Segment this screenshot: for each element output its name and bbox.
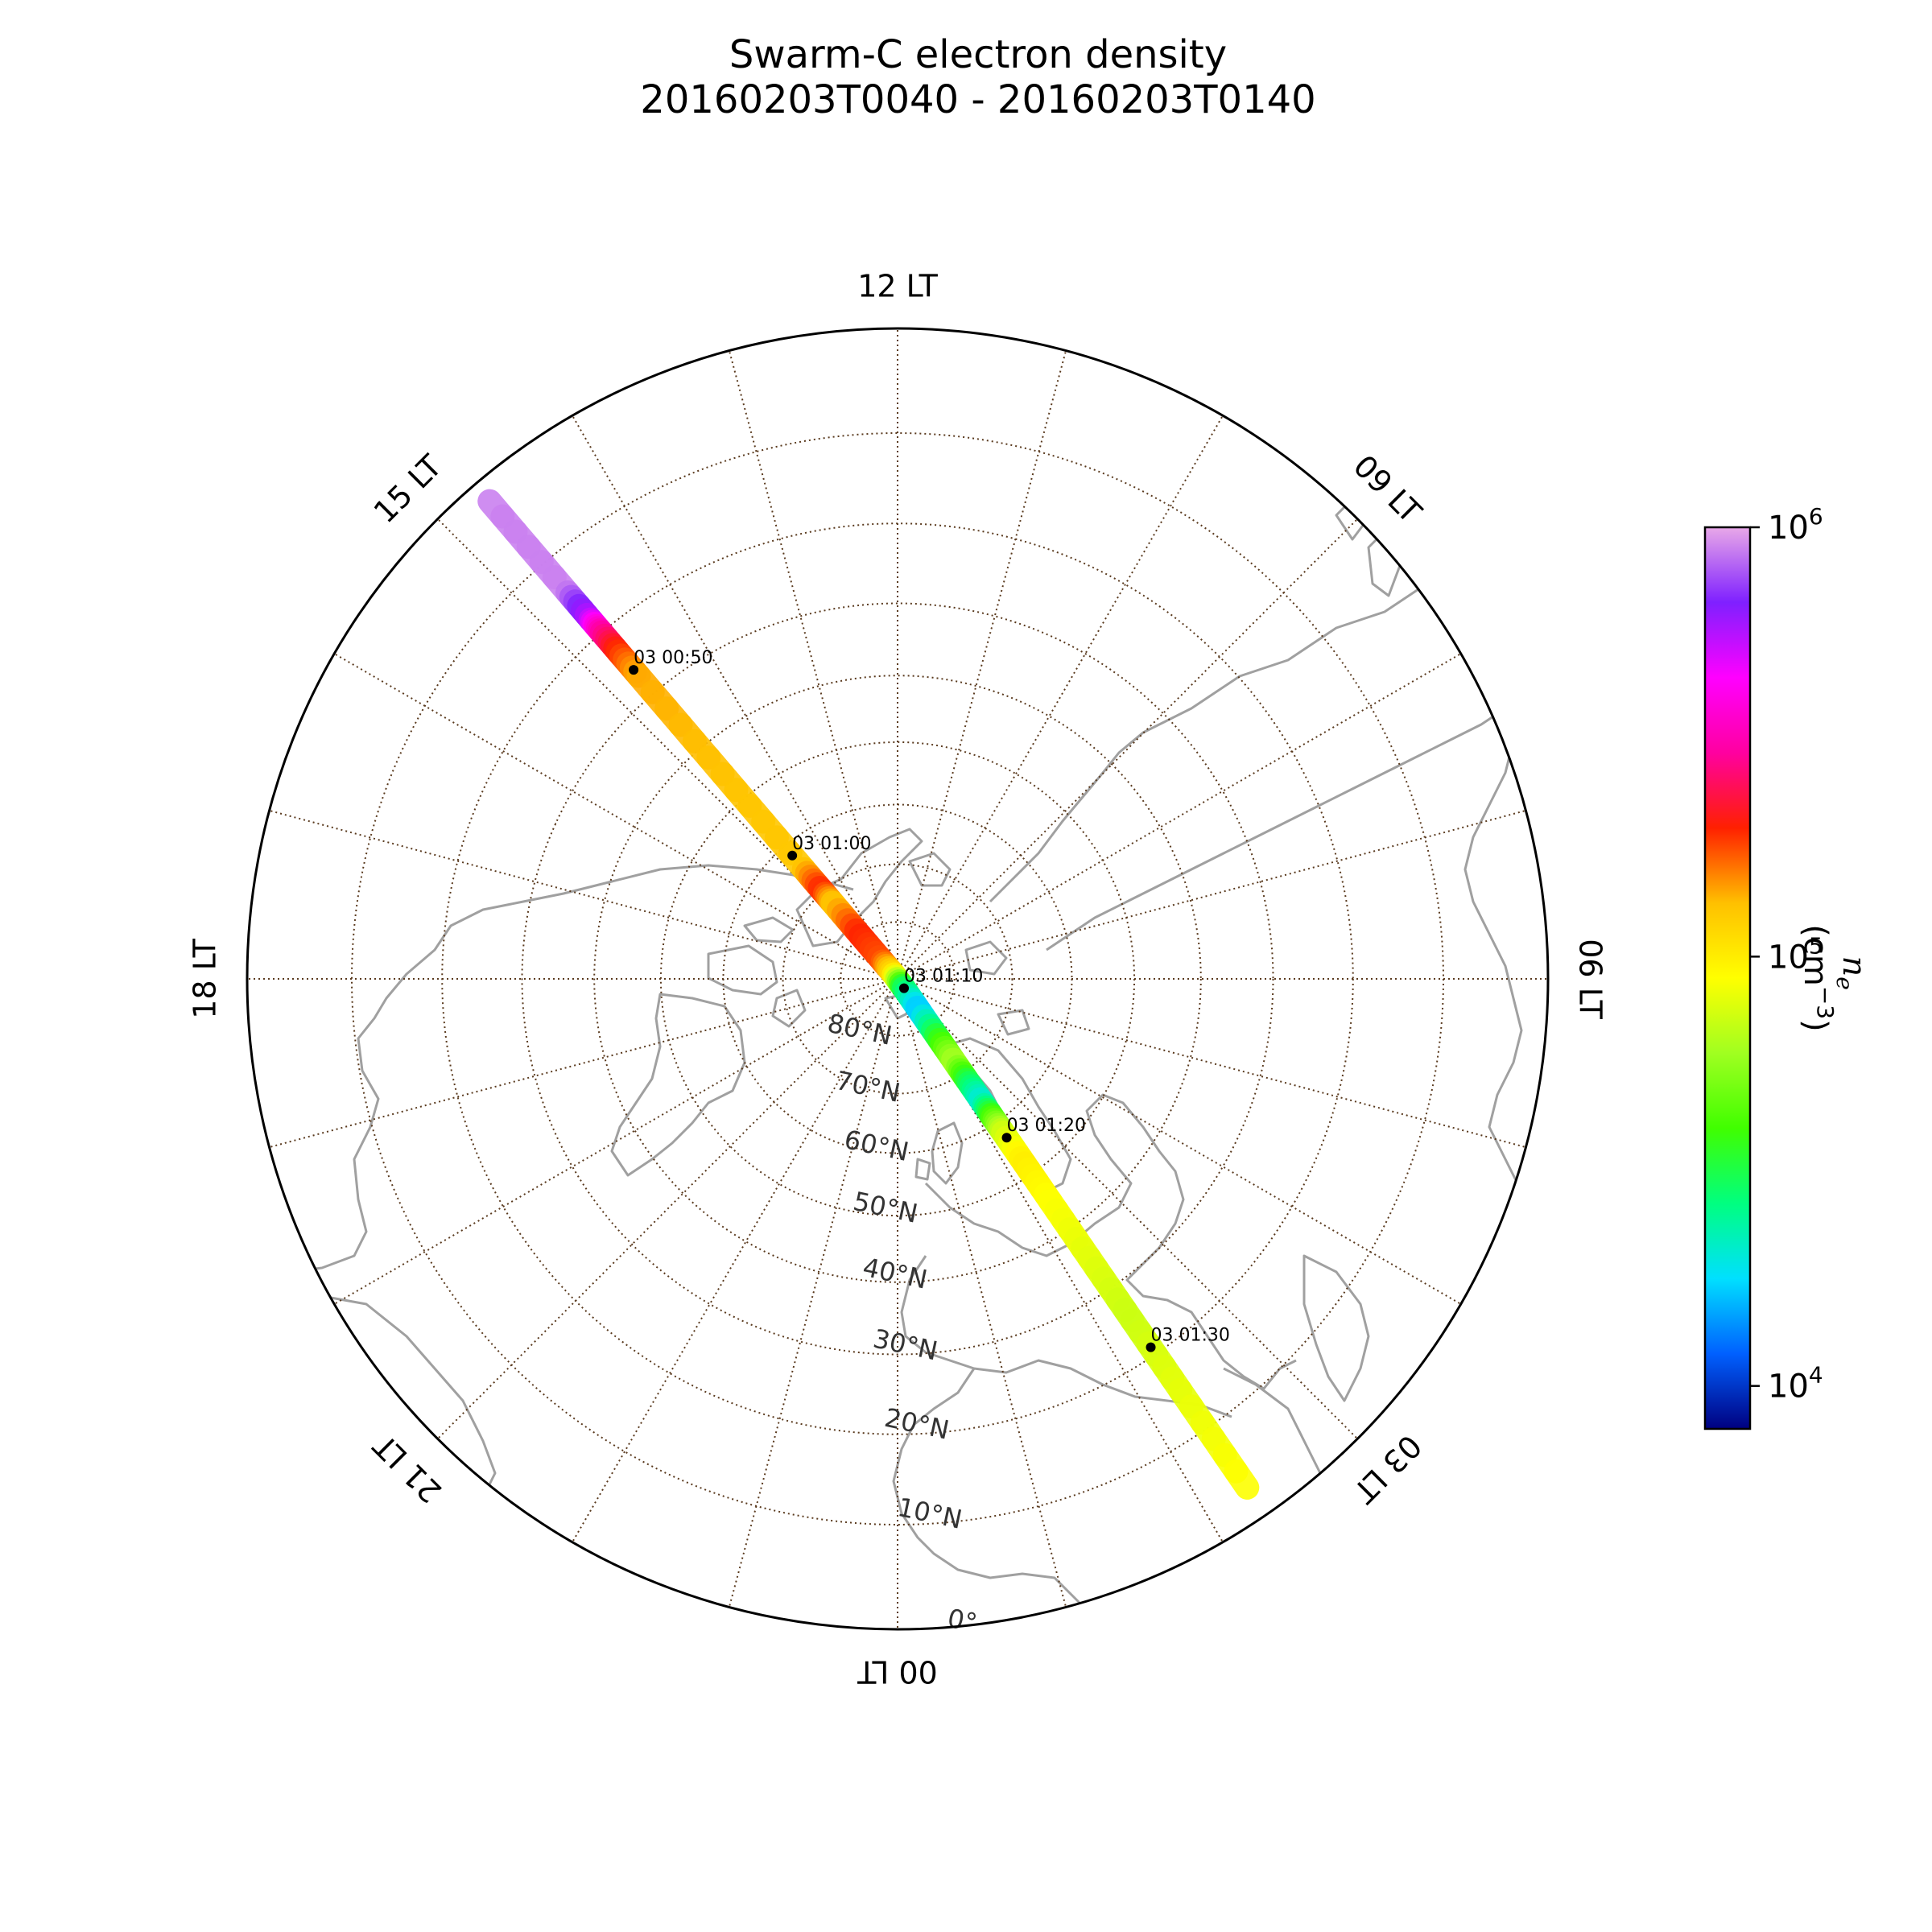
lt-label: 18 LT [188, 938, 223, 1018]
colorbar-tick-label: 105 [1768, 932, 1823, 976]
lat-ring [521, 602, 1274, 1356]
colorbar-label-symbol: n [1835, 956, 1872, 976]
lat-label: 40°N [861, 1252, 931, 1295]
colorbar-tick-base: 10 [1768, 510, 1809, 547]
colorbar-label-exponent: −3 [1812, 986, 1839, 1019]
coastline-north-america [288, 864, 854, 1629]
lt-label: 00 LT [857, 1654, 937, 1690]
lt-meridian [897, 653, 1462, 980]
colorbar-gradient [1703, 526, 1752, 1430]
time-marks: 03 00:50 03 01:00 03 01:10 03 01:20 03 01:30 [629, 648, 1230, 1352]
lt-meridian [897, 978, 1067, 1608]
time-mark-dot [629, 665, 639, 675]
polar-map: 03 00:50 03 01:00 03 01:10 03 01:20 03 01:30… [188, 269, 1608, 1690]
lt-meridian [333, 978, 898, 1305]
time-mark-dot [1001, 1133, 1012, 1143]
lat-label: 0° [945, 1603, 980, 1639]
coastline-uk [914, 1121, 964, 1185]
colorbar-tick-base: 10 [1768, 1368, 1809, 1406]
lat-label: 60°N [842, 1124, 912, 1167]
colorbar-label: ne (cm−3) [1797, 924, 1872, 1031]
lt-meridian [728, 350, 898, 980]
lt-label: 15 LT [367, 448, 449, 530]
lat-ring [351, 432, 1444, 1525]
coastline-arabia [1223, 1367, 1354, 1538]
colorbar-label-close: ) [1797, 1019, 1834, 1032]
lat-label: 50°N [851, 1186, 921, 1229]
lt-label: 09 LT [1347, 448, 1429, 530]
coastline-east-asia [1463, 708, 1539, 1224]
track-segment [1224, 1459, 1260, 1500]
colorbar-label-unit: (cm [1797, 924, 1834, 986]
coastline-india [1302, 1254, 1370, 1402]
lat-ring [782, 863, 1013, 1095]
lat-label: 30°N [870, 1323, 940, 1367]
coastline-greenland [795, 828, 923, 947]
lat-label: 10°N [895, 1492, 965, 1535]
coastline-southeast-asia [1431, 563, 1523, 709]
colorbar-tick-base: 10 [1768, 939, 1809, 976]
lt-meridian [436, 978, 898, 1440]
lt-meridian [897, 978, 1462, 1305]
time-mark-label: 03 01:10 [904, 967, 983, 987]
coastline-arctic-islands [884, 852, 1030, 1036]
lt-meridian [897, 978, 1224, 1543]
lt-meridian [897, 809, 1526, 980]
coastline-south-america [393, 1529, 473, 1629]
coastline-europe [924, 1093, 1297, 1390]
grid [247, 328, 1548, 1629]
lt-meridian [897, 978, 1526, 1149]
lt-meridian [572, 978, 898, 1543]
lat-label: 70°N [833, 1065, 903, 1108]
time-mark-label: 03 00:50 [634, 648, 712, 668]
colorbar-tick-exp: 4 [1809, 1362, 1823, 1389]
coastline-asia [989, 546, 1467, 903]
colorbar-tick-label: 104 [1768, 1362, 1823, 1406]
time-mark-dot [898, 983, 909, 993]
chart-title-line2: 20160203T0040 - 20160203T0140 [640, 77, 1315, 122]
satellite-track [477, 489, 1260, 1500]
lt-meridian [269, 809, 898, 980]
lat-ring [593, 675, 1202, 1283]
colorbar-tick-exp: 5 [1809, 932, 1823, 959]
time-mark-dot [1146, 1342, 1156, 1352]
lt-meridian [436, 518, 898, 980]
lt-meridian [897, 978, 1359, 1440]
colorbar-tick-label: 106 [1768, 503, 1823, 547]
lt-meridian [897, 415, 1224, 980]
time-mark-label: 03 01:30 [1151, 1326, 1230, 1346]
lt-meridian [728, 978, 898, 1608]
map-frame [246, 327, 1550, 1631]
colorbar-tick-exp: 6 [1809, 503, 1823, 530]
lt-label: 03 LT [1346, 1428, 1428, 1510]
lat-label: 80°N [825, 1008, 895, 1051]
coastline-siberia [1046, 707, 1506, 952]
time-mark-dot [787, 850, 798, 861]
coastline-hudson-bay [610, 993, 746, 1177]
colorbar-label-subscript: e [1831, 976, 1858, 990]
lt-label: 06 LT [1573, 939, 1608, 1019]
lt-label: 21 LT [366, 1427, 448, 1509]
lt-meridian [897, 518, 1359, 980]
coastlines [288, 497, 1539, 1629]
time-mark-label: 03 01:00 [792, 834, 871, 854]
lat-label: 20°N [882, 1402, 952, 1446]
lt-meridian [333, 653, 898, 980]
time-mark-label: 03 01:20 [1007, 1116, 1086, 1136]
chart-title-line1: Swarm-C electron density [729, 32, 1227, 77]
lt-meridian [269, 978, 898, 1149]
lt-meridian [572, 415, 898, 980]
lat-ring [840, 921, 956, 1037]
lt-meridian [897, 350, 1067, 980]
coastline-canadian-archipelago [707, 916, 807, 1028]
lt-label: 12 LT [857, 269, 938, 304]
